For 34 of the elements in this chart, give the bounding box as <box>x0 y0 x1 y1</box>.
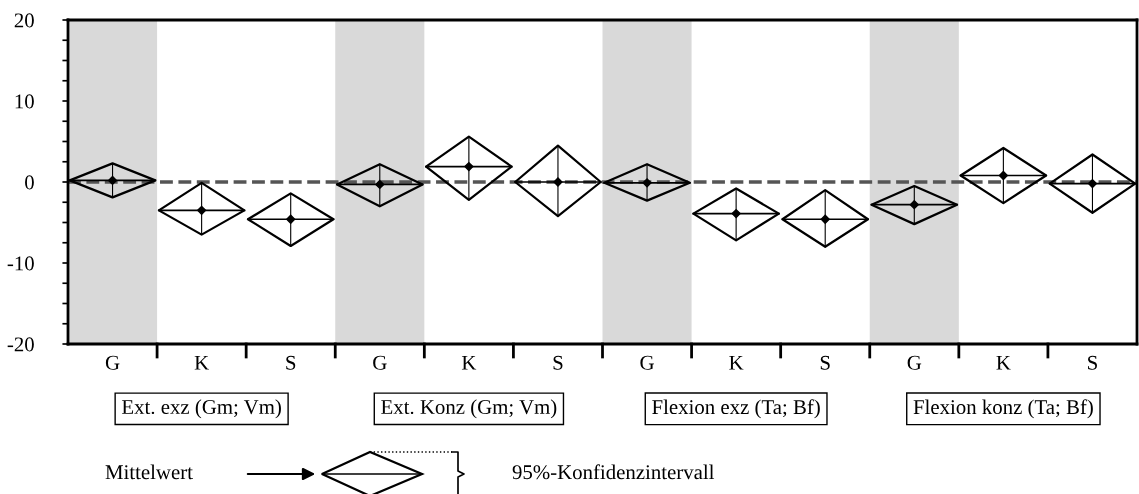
y-tick-label: -10 <box>7 256 34 271</box>
point <box>731 208 741 219</box>
text: Flexion exz (Ta; Bf) <box>652 399 820 419</box>
x-tick-label: G <box>640 355 654 370</box>
text: 95%-Konfidenzintervall <box>512 464 715 480</box>
x-tick-label: G <box>105 355 120 370</box>
text: Mittelwert <box>105 464 193 480</box>
point <box>1087 178 1098 189</box>
x-tick-label: G <box>373 355 387 370</box>
x-tick-label: S <box>553 355 563 370</box>
x-tick-label: S <box>1088 355 1097 370</box>
y-tick-label: 10 <box>15 94 34 109</box>
x-tick-label: K <box>194 355 209 370</box>
y-tick-label: 20 <box>14 13 34 28</box>
x-tick-label: K <box>461 355 477 370</box>
text: Ext. exz (Gm; Vm) <box>121 399 281 419</box>
y-tick-label: -20 <box>7 337 34 352</box>
x-tick-label: K <box>996 355 1011 370</box>
x-tick-label: S <box>820 355 830 370</box>
point <box>197 205 207 215</box>
point <box>909 200 919 210</box>
point <box>998 170 1008 181</box>
y-tick-label: 0 <box>25 175 34 190</box>
x-tick-label: K <box>729 355 744 370</box>
point <box>286 214 296 224</box>
text: Ext. Konz (Gm; Vm) <box>381 399 557 419</box>
x-tick-label: S <box>286 355 296 370</box>
point <box>375 179 385 190</box>
point <box>107 175 118 186</box>
point <box>642 178 652 188</box>
point <box>820 214 830 224</box>
point <box>464 161 474 172</box>
text: Flexion konz (Ta; Bf) <box>913 399 1093 419</box>
x-tick-label: G <box>907 355 922 370</box>
